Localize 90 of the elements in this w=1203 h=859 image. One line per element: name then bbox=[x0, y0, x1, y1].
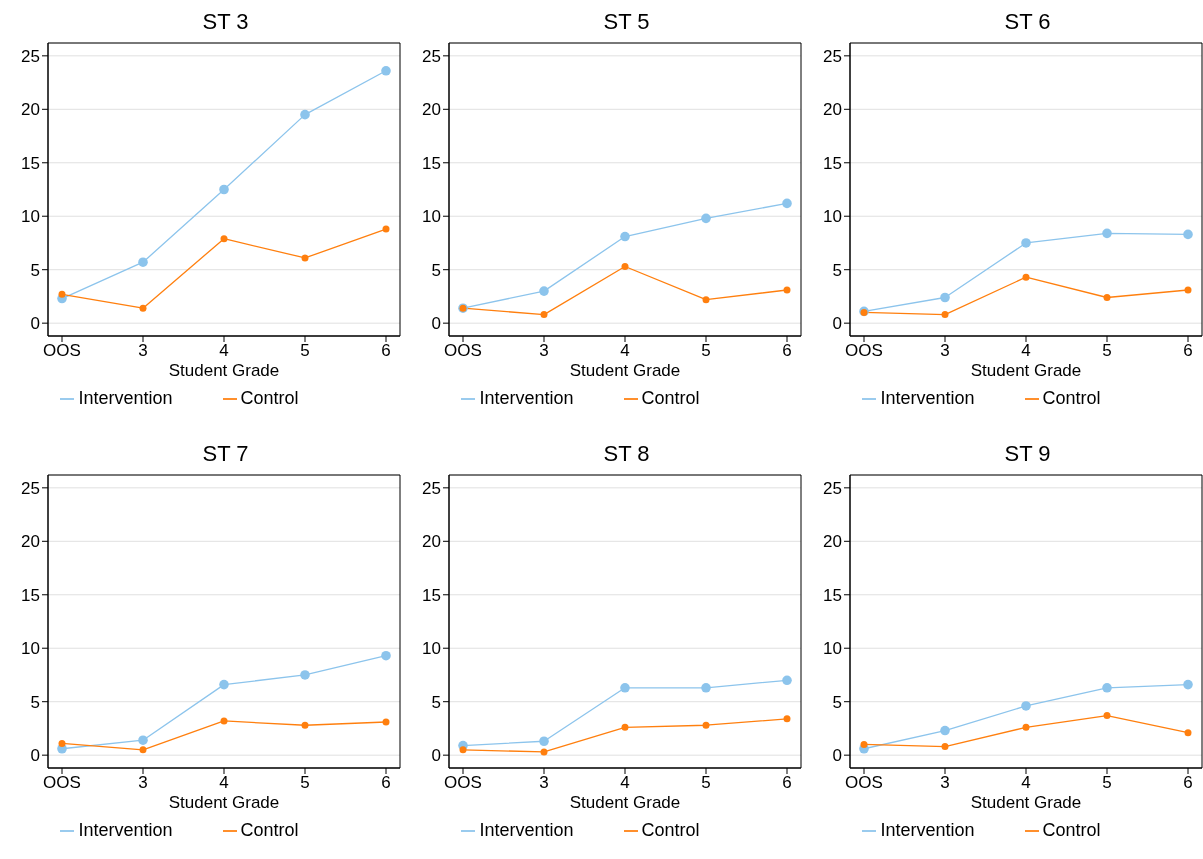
y-tick-label: 0 bbox=[30, 314, 40, 334]
x-tick-label: OOS bbox=[444, 773, 482, 793]
y-tick-label: 15 bbox=[422, 585, 441, 605]
chart-title: ST 6 bbox=[1003, 8, 1052, 36]
x-tick-label: 4 bbox=[219, 773, 229, 793]
y-tick-label: 15 bbox=[422, 153, 441, 173]
y-tick-label: 25 bbox=[21, 478, 40, 498]
y-tick-label: 10 bbox=[21, 207, 40, 227]
y-tick-label: 20 bbox=[823, 100, 842, 120]
y-tick-label: 10 bbox=[21, 639, 40, 659]
x-axis-title: Student Grade bbox=[970, 793, 1082, 812]
chart-title: ST 7 bbox=[201, 440, 250, 468]
y-tick-label: 20 bbox=[422, 532, 441, 552]
legend-label: Control bbox=[641, 820, 700, 840]
x-tick-label: 6 bbox=[782, 773, 792, 793]
legend-label: Control bbox=[1042, 820, 1101, 840]
x-tick-label: OOS bbox=[845, 341, 883, 361]
x-axis-title: Student Grade bbox=[970, 361, 1082, 380]
y-tick-label: 25 bbox=[21, 46, 40, 66]
y-tick-label: 20 bbox=[823, 532, 842, 552]
x-axis-title: Student Grade bbox=[569, 793, 681, 812]
legend-label: Control bbox=[240, 388, 299, 408]
x-tick-label: OOS bbox=[43, 773, 81, 793]
y-tick-label: 15 bbox=[823, 585, 842, 605]
x-tick-label: 3 bbox=[138, 773, 148, 793]
legend-label: Control bbox=[1042, 388, 1101, 408]
y-tick-label: 0 bbox=[832, 746, 842, 766]
x-tick-label: 4 bbox=[1021, 341, 1031, 361]
y-tick-label: 5 bbox=[431, 692, 441, 712]
y-tick-label: 25 bbox=[823, 46, 842, 66]
x-tick-label: 5 bbox=[701, 341, 711, 361]
chart-title: ST 8 bbox=[602, 440, 651, 468]
x-axis-title: Student Grade bbox=[569, 361, 681, 380]
y-tick-label: 15 bbox=[21, 153, 40, 173]
chart-title: ST 5 bbox=[602, 8, 651, 36]
x-tick-label: 3 bbox=[539, 773, 549, 793]
x-tick-label: 6 bbox=[381, 773, 391, 793]
y-tick-label: 0 bbox=[30, 746, 40, 766]
y-tick-label: 10 bbox=[422, 207, 441, 227]
y-tick-label: 20 bbox=[422, 100, 441, 120]
x-tick-label: 4 bbox=[219, 341, 229, 361]
x-tick-label: 3 bbox=[138, 341, 148, 361]
x-axis-title: Student Grade bbox=[168, 361, 280, 380]
legend-label: Intervention bbox=[479, 388, 574, 408]
y-tick-label: 5 bbox=[832, 260, 842, 280]
x-tick-label: 4 bbox=[620, 341, 630, 361]
x-tick-label: 6 bbox=[1183, 341, 1193, 361]
legend-label: Intervention bbox=[78, 388, 173, 408]
y-tick-label: 0 bbox=[832, 314, 842, 334]
legend-label: Intervention bbox=[880, 820, 975, 840]
y-tick-label: 15 bbox=[823, 153, 842, 173]
x-tick-label: 6 bbox=[782, 341, 792, 361]
x-tick-label: 4 bbox=[620, 773, 630, 793]
chart-title: ST 3 bbox=[201, 8, 250, 36]
x-tick-label: 4 bbox=[1021, 773, 1031, 793]
legend-label: Control bbox=[240, 820, 299, 840]
x-tick-label: 5 bbox=[1102, 773, 1112, 793]
x-tick-label: 6 bbox=[1183, 773, 1193, 793]
y-tick-label: 10 bbox=[823, 639, 842, 659]
y-tick-label: 15 bbox=[21, 585, 40, 605]
y-tick-label: 25 bbox=[422, 46, 441, 66]
y-tick-label: 25 bbox=[422, 478, 441, 498]
x-tick-label: 6 bbox=[381, 341, 391, 361]
y-tick-label: 25 bbox=[823, 478, 842, 498]
legend-label: Intervention bbox=[880, 388, 975, 408]
x-tick-label: OOS bbox=[444, 341, 482, 361]
x-tick-label: OOS bbox=[845, 773, 883, 793]
y-tick-label: 20 bbox=[21, 100, 40, 120]
y-tick-label: 5 bbox=[832, 692, 842, 712]
y-tick-label: 10 bbox=[823, 207, 842, 227]
y-tick-label: 5 bbox=[431, 260, 441, 280]
legend-label: Intervention bbox=[78, 820, 173, 840]
x-tick-label: 5 bbox=[1102, 341, 1112, 361]
x-tick-label: 5 bbox=[300, 773, 310, 793]
y-tick-label: 0 bbox=[431, 746, 441, 766]
x-tick-label: 5 bbox=[701, 773, 711, 793]
y-tick-label: 5 bbox=[30, 692, 40, 712]
x-tick-label: 3 bbox=[940, 773, 950, 793]
legend-label: Control bbox=[641, 388, 700, 408]
x-tick-label: 3 bbox=[940, 341, 950, 361]
x-tick-label: 3 bbox=[539, 341, 549, 361]
x-axis-title: Student Grade bbox=[168, 793, 280, 812]
y-tick-label: 10 bbox=[422, 639, 441, 659]
chart-title: ST 9 bbox=[1003, 440, 1052, 468]
y-tick-label: 0 bbox=[431, 314, 441, 334]
legend-label: Intervention bbox=[479, 820, 574, 840]
y-tick-label: 5 bbox=[30, 260, 40, 280]
y-tick-label: 20 bbox=[21, 532, 40, 552]
x-tick-label: 5 bbox=[300, 341, 310, 361]
x-tick-label: OOS bbox=[43, 341, 81, 361]
